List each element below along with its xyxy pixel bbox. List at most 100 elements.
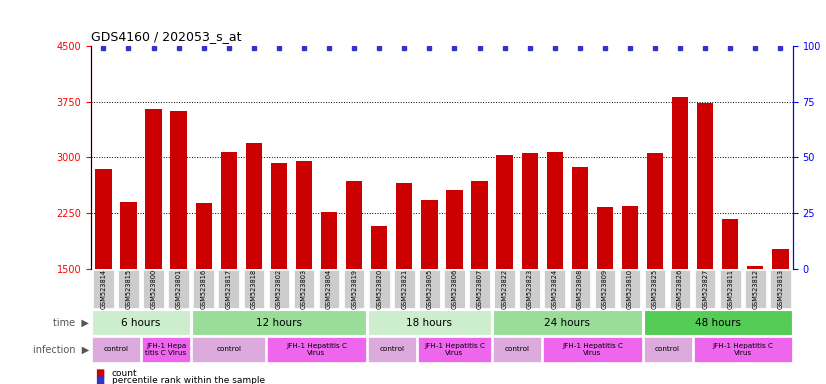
- Text: 18 hours: 18 hours: [406, 318, 453, 328]
- Text: GSM523825: GSM523825: [652, 269, 658, 309]
- FancyBboxPatch shape: [192, 310, 366, 335]
- Text: GSM523822: GSM523822: [501, 269, 508, 309]
- FancyBboxPatch shape: [219, 270, 239, 308]
- Text: GSM523811: GSM523811: [727, 269, 733, 309]
- FancyBboxPatch shape: [444, 270, 465, 308]
- FancyBboxPatch shape: [368, 337, 415, 362]
- Bar: [221, 152, 237, 380]
- Bar: [321, 212, 337, 380]
- FancyBboxPatch shape: [92, 310, 190, 335]
- FancyBboxPatch shape: [118, 270, 139, 308]
- FancyBboxPatch shape: [695, 270, 715, 308]
- FancyBboxPatch shape: [319, 270, 339, 308]
- FancyBboxPatch shape: [244, 270, 264, 308]
- Text: 48 hours: 48 hours: [695, 318, 741, 328]
- Text: GSM523807: GSM523807: [477, 269, 482, 309]
- Bar: [572, 167, 588, 380]
- Text: GSM523810: GSM523810: [627, 269, 633, 309]
- Text: GSM523809: GSM523809: [602, 269, 608, 309]
- FancyBboxPatch shape: [493, 310, 642, 335]
- Text: GSM523821: GSM523821: [401, 269, 407, 309]
- FancyBboxPatch shape: [369, 270, 390, 308]
- Text: GSM523827: GSM523827: [702, 269, 708, 309]
- Bar: [296, 161, 312, 380]
- Bar: [521, 153, 538, 380]
- FancyBboxPatch shape: [494, 270, 515, 308]
- Text: GSM523817: GSM523817: [225, 269, 232, 309]
- Text: GSM523819: GSM523819: [351, 269, 357, 309]
- FancyBboxPatch shape: [595, 270, 615, 308]
- Text: GSM523806: GSM523806: [452, 269, 458, 309]
- Text: count: count: [112, 369, 137, 378]
- FancyBboxPatch shape: [294, 270, 314, 308]
- Text: control: control: [505, 346, 529, 353]
- Bar: [647, 153, 663, 380]
- FancyBboxPatch shape: [268, 337, 366, 362]
- FancyBboxPatch shape: [745, 270, 766, 308]
- Text: 12 hours: 12 hours: [256, 318, 302, 328]
- FancyBboxPatch shape: [143, 270, 164, 308]
- Text: infection  ▶: infection ▶: [33, 344, 89, 354]
- Bar: [772, 249, 789, 380]
- Bar: [396, 184, 412, 380]
- FancyBboxPatch shape: [670, 270, 691, 308]
- Text: GSM523816: GSM523816: [201, 269, 206, 309]
- FancyBboxPatch shape: [169, 270, 189, 308]
- FancyBboxPatch shape: [142, 337, 190, 362]
- Bar: [596, 207, 613, 380]
- FancyBboxPatch shape: [93, 270, 114, 308]
- Text: JFH-1 Hepatitis C
Virus: JFH-1 Hepatitis C Virus: [424, 343, 485, 356]
- Text: GSM523802: GSM523802: [276, 269, 282, 309]
- FancyBboxPatch shape: [92, 337, 140, 362]
- Text: JFH-1 Hepatitis C
Virus: JFH-1 Hepatitis C Virus: [286, 343, 347, 356]
- Bar: [421, 200, 438, 380]
- Text: JFH-1 Hepatitis C
Virus: JFH-1 Hepatitis C Virus: [712, 343, 773, 356]
- Bar: [95, 169, 112, 380]
- Bar: [496, 155, 513, 380]
- Bar: [245, 142, 262, 380]
- Text: GSM523800: GSM523800: [150, 269, 157, 309]
- FancyBboxPatch shape: [643, 310, 792, 335]
- Bar: [622, 207, 638, 380]
- FancyBboxPatch shape: [368, 310, 491, 335]
- FancyBboxPatch shape: [469, 270, 490, 308]
- FancyBboxPatch shape: [394, 270, 415, 308]
- Text: control: control: [379, 346, 404, 353]
- FancyBboxPatch shape: [520, 270, 540, 308]
- Text: GSM523823: GSM523823: [527, 269, 533, 309]
- FancyBboxPatch shape: [344, 270, 364, 308]
- FancyBboxPatch shape: [720, 270, 741, 308]
- Bar: [472, 181, 487, 380]
- Text: GSM523814: GSM523814: [101, 269, 107, 309]
- Text: GSM523803: GSM523803: [301, 269, 307, 309]
- Text: GSM523804: GSM523804: [326, 269, 332, 309]
- Text: time  ▶: time ▶: [54, 318, 89, 328]
- Text: GDS4160 / 202053_s_at: GDS4160 / 202053_s_at: [91, 30, 241, 43]
- FancyBboxPatch shape: [418, 337, 491, 362]
- Text: GSM523805: GSM523805: [426, 269, 432, 309]
- Bar: [672, 96, 688, 380]
- FancyBboxPatch shape: [544, 337, 642, 362]
- Bar: [722, 219, 738, 380]
- Text: ■: ■: [95, 375, 104, 384]
- Text: JFH-1 Hepatitis C
Virus: JFH-1 Hepatitis C Virus: [562, 343, 623, 356]
- FancyBboxPatch shape: [419, 270, 439, 308]
- FancyBboxPatch shape: [770, 270, 790, 308]
- FancyBboxPatch shape: [544, 270, 565, 308]
- Bar: [748, 266, 763, 380]
- Text: control: control: [216, 346, 241, 353]
- Text: control: control: [103, 346, 128, 353]
- Bar: [271, 163, 287, 380]
- Bar: [697, 103, 714, 380]
- Text: percentile rank within the sample: percentile rank within the sample: [112, 376, 264, 384]
- Text: JFH-1 Hepa
titis C Virus: JFH-1 Hepa titis C Virus: [145, 343, 187, 356]
- Bar: [371, 226, 387, 380]
- FancyBboxPatch shape: [620, 270, 640, 308]
- Text: GSM523820: GSM523820: [376, 269, 382, 309]
- Text: 24 hours: 24 hours: [544, 318, 591, 328]
- FancyBboxPatch shape: [192, 337, 265, 362]
- FancyBboxPatch shape: [193, 270, 214, 308]
- Text: ■: ■: [95, 368, 104, 378]
- Text: GSM523818: GSM523818: [251, 269, 257, 309]
- Text: GSM523815: GSM523815: [126, 269, 131, 309]
